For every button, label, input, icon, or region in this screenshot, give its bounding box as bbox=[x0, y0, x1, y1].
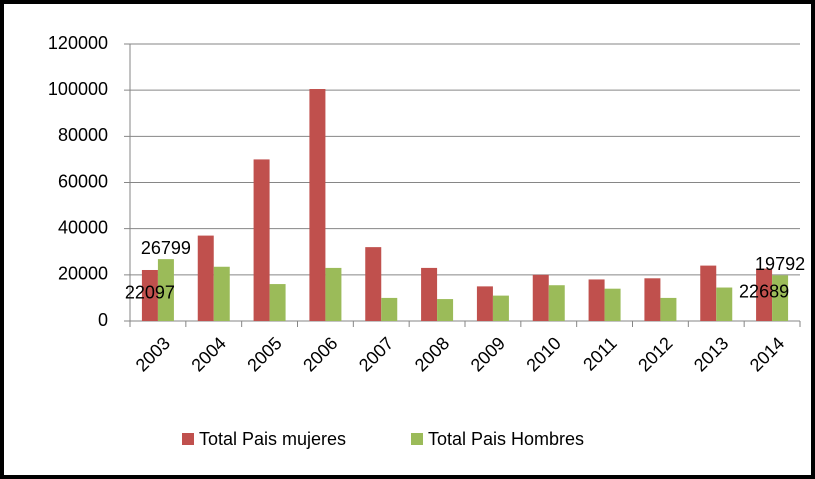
bar bbox=[716, 287, 733, 321]
legend-label: Total Pais mujeres bbox=[199, 429, 346, 449]
bar bbox=[532, 274, 549, 321]
y-tick-label: 20000 bbox=[58, 264, 108, 284]
y-tick-label: 0 bbox=[98, 310, 108, 330]
legend-swatch bbox=[182, 433, 194, 445]
legend-label: Total Pais Hombres bbox=[428, 429, 584, 449]
y-tick-label: 100000 bbox=[48, 79, 108, 99]
legend-swatch bbox=[411, 433, 423, 445]
data-label: 22097 bbox=[125, 283, 175, 303]
bar bbox=[157, 259, 174, 321]
bar bbox=[476, 286, 493, 321]
bar bbox=[325, 267, 342, 321]
bar bbox=[437, 299, 454, 321]
y-tick-label: 80000 bbox=[58, 125, 108, 145]
bar bbox=[644, 278, 661, 321]
bar bbox=[660, 297, 677, 321]
bar bbox=[492, 295, 509, 321]
y-tick-label: 60000 bbox=[58, 171, 108, 191]
data-label: 22689 bbox=[739, 281, 789, 301]
y-tick-label: 40000 bbox=[58, 217, 108, 237]
bar bbox=[269, 284, 286, 321]
bar bbox=[309, 89, 326, 321]
bar bbox=[197, 235, 214, 321]
bar bbox=[253, 159, 270, 321]
bar bbox=[365, 247, 382, 321]
bar bbox=[213, 266, 230, 321]
y-tick-label: 120000 bbox=[48, 33, 108, 53]
bar bbox=[604, 288, 621, 321]
bar bbox=[588, 279, 605, 321]
bar bbox=[700, 265, 717, 321]
data-label: 26799 bbox=[141, 238, 191, 258]
bar bbox=[381, 297, 398, 321]
data-label: 19792 bbox=[755, 254, 805, 274]
bar bbox=[548, 285, 565, 321]
bar bbox=[756, 268, 773, 321]
bar bbox=[772, 275, 789, 321]
bar bbox=[141, 269, 158, 321]
bar bbox=[421, 267, 438, 321]
